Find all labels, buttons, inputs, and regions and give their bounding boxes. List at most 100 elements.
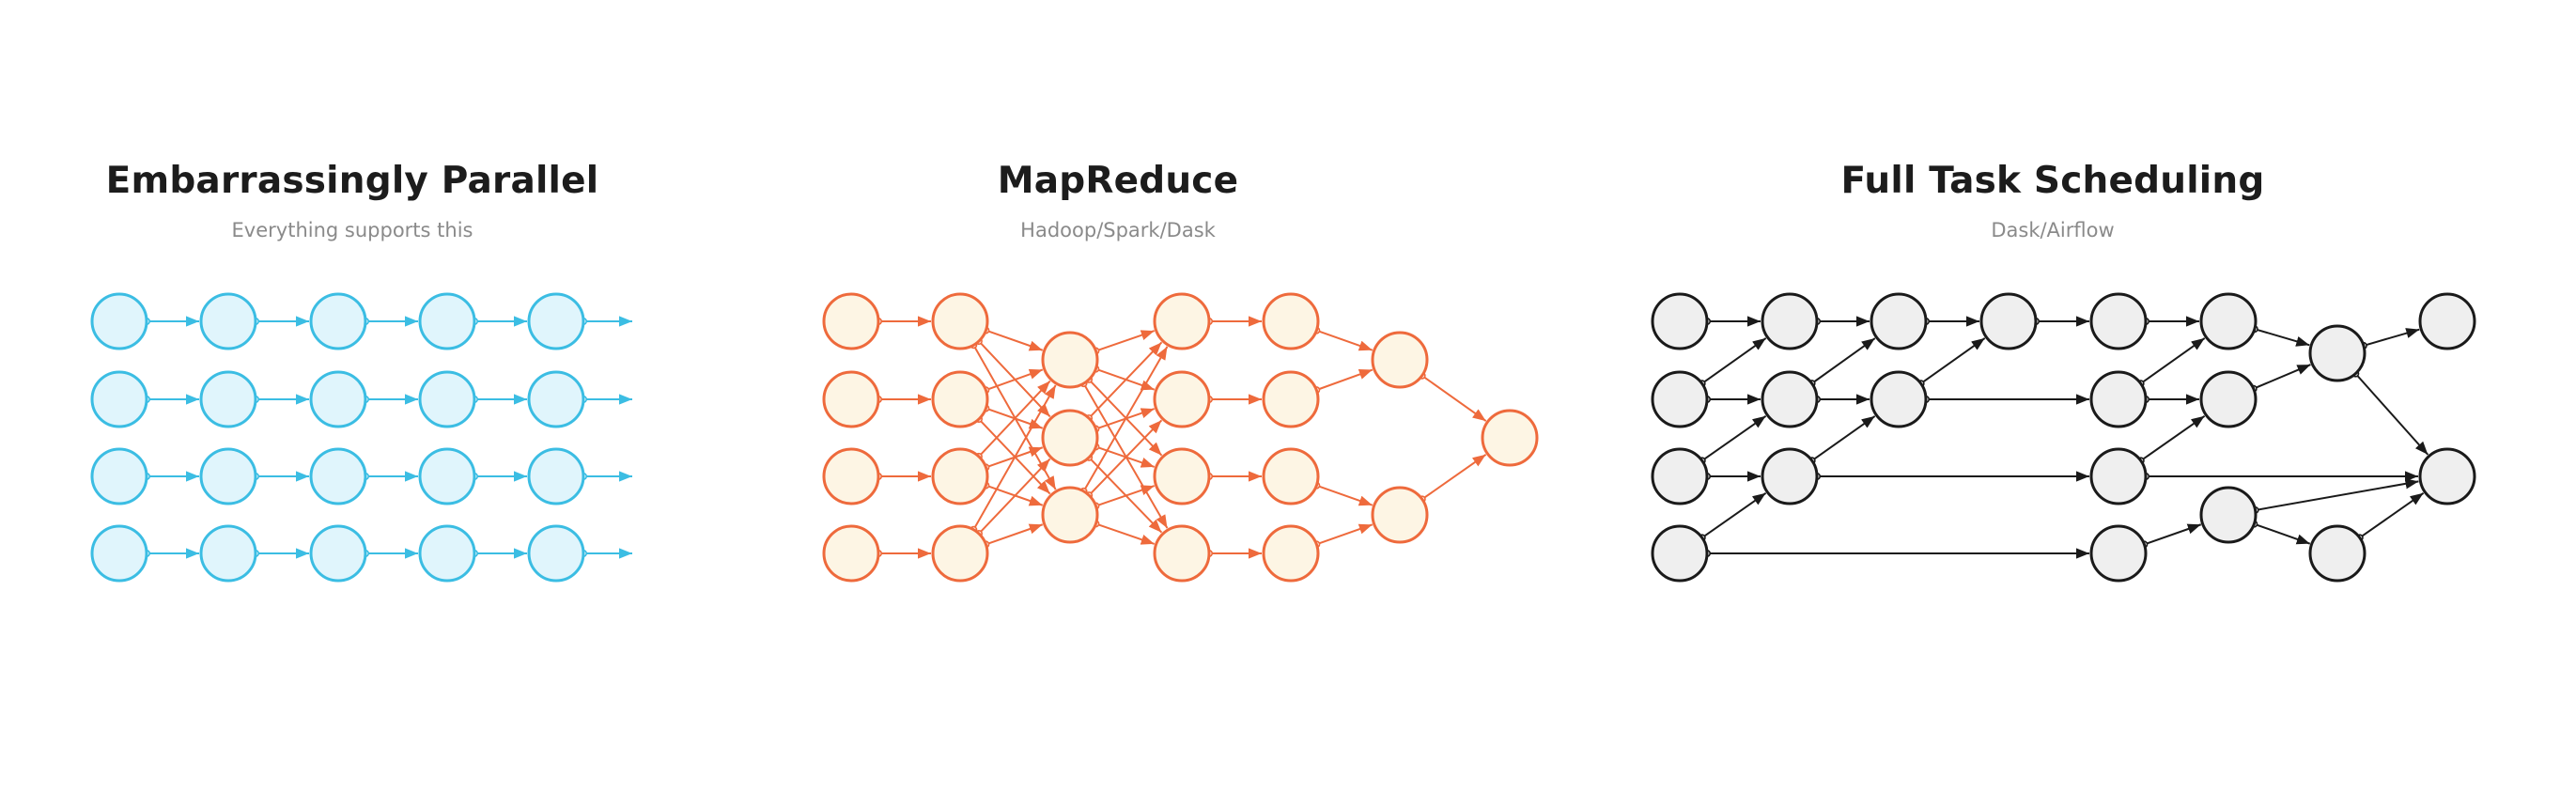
- graph-parallel: [90, 292, 632, 583]
- edge: [2255, 478, 2419, 511]
- edge: [1811, 337, 1876, 384]
- task-node: [1153, 447, 1211, 505]
- task-node: [199, 447, 257, 505]
- task-node: [418, 447, 476, 505]
- panel-title-parallel: Embarrassingly Parallel: [105, 160, 599, 202]
- task-node: [2089, 447, 2148, 505]
- task-node: [1481, 409, 1539, 467]
- edge: [1088, 419, 1163, 496]
- task-node: [2199, 370, 2258, 428]
- nodes-parallel: [90, 292, 585, 583]
- edge: [2140, 414, 2206, 462]
- task-node: [1262, 292, 1320, 350]
- edge: [2354, 372, 2429, 456]
- task-node: [2308, 524, 2367, 583]
- edge: [1082, 346, 1169, 492]
- task-node: [1651, 292, 1709, 350]
- task-node: [2089, 370, 2148, 428]
- task-node: [2089, 292, 2148, 350]
- edge: [1421, 453, 1487, 501]
- task-node: [931, 524, 989, 583]
- task-node: [822, 370, 880, 428]
- graph-scheduling: [1651, 292, 2476, 583]
- task-node: [931, 292, 989, 350]
- task-node: [1979, 292, 2038, 350]
- task-node: [1371, 486, 1429, 544]
- task-node: [418, 370, 476, 428]
- panel-subtitle-scheduling: Dask/Airflow: [1991, 219, 2115, 241]
- edge: [1421, 374, 1487, 422]
- task-node: [2308, 324, 2367, 382]
- task-node: [90, 292, 148, 350]
- task-node: [527, 292, 585, 350]
- task-node: [1870, 292, 1928, 350]
- task-node: [309, 447, 367, 505]
- edge: [1316, 523, 1373, 546]
- task-node: [2199, 486, 2258, 544]
- task-node: [1870, 370, 1928, 428]
- task-node: [1262, 447, 1320, 505]
- edge: [2144, 523, 2202, 546]
- task-node: [1371, 331, 1429, 389]
- edge: [978, 458, 1051, 535]
- edge: [1315, 368, 1373, 392]
- task-node: [2089, 524, 2148, 583]
- task-node: [931, 370, 989, 428]
- panel-title-scheduling: Full Task Scheduling: [1840, 160, 2265, 202]
- edge: [2254, 328, 2310, 347]
- nodes-scheduling: [1651, 292, 2476, 583]
- edges-parallel: [143, 316, 632, 559]
- task-node: [1651, 524, 1709, 583]
- task-node: [822, 447, 880, 505]
- panel-title-mapreduce: MapReduce: [997, 160, 1239, 202]
- task-node: [822, 292, 880, 350]
- task-node: [822, 524, 880, 583]
- task-node: [309, 292, 367, 350]
- edge: [1316, 484, 1373, 506]
- edge: [972, 384, 1057, 531]
- task-node: [931, 447, 989, 505]
- task-node: [199, 524, 257, 583]
- edge: [1095, 330, 1156, 352]
- graph-mapreduce: [822, 292, 1539, 583]
- task-node: [1153, 370, 1211, 428]
- edge: [1095, 522, 1156, 545]
- edge: [1920, 337, 1986, 385]
- task-node: [1153, 292, 1211, 350]
- edge: [1316, 329, 1373, 351]
- task-node: [1041, 331, 1099, 389]
- task-node: [1651, 447, 1709, 505]
- edge: [985, 523, 1044, 546]
- task-node: [527, 524, 585, 583]
- task-node: [1041, 486, 1099, 544]
- task-node: [2418, 447, 2476, 505]
- task-node: [1262, 524, 1320, 583]
- task-node: [527, 447, 585, 505]
- edge: [1811, 415, 1876, 462]
- edge: [1701, 414, 1767, 462]
- edge: [1701, 491, 1767, 539]
- task-node: [1761, 447, 1819, 505]
- task-node: [1041, 409, 1099, 467]
- edge: [1701, 337, 1767, 385]
- task-node: [2199, 292, 2258, 350]
- edge: [985, 368, 1044, 392]
- task-node: [90, 370, 148, 428]
- task-node: [1761, 370, 1819, 428]
- task-node: [199, 292, 257, 350]
- edges-scheduling: [1698, 316, 2429, 559]
- task-node: [309, 524, 367, 583]
- edge: [978, 380, 1051, 458]
- panel-subtitle-mapreduce: Hadoop/Spark/Dask: [1020, 219, 1216, 241]
- panel-subtitle-parallel: Everything supports this: [231, 219, 473, 241]
- edge: [2254, 522, 2311, 545]
- task-node: [90, 447, 148, 505]
- task-node: [1651, 370, 1709, 428]
- edge: [985, 329, 1044, 351]
- task-node: [527, 370, 585, 428]
- task-node: [418, 524, 476, 583]
- task-node: [90, 524, 148, 583]
- task-node: [1761, 292, 1819, 350]
